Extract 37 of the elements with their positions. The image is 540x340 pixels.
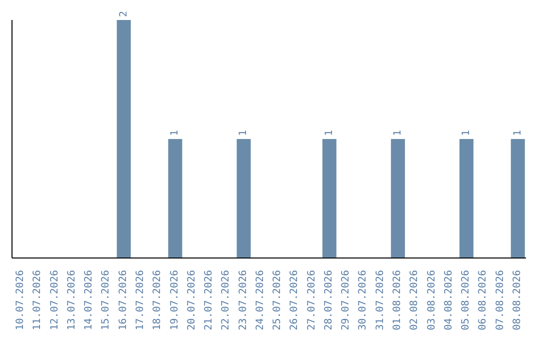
x-tick-label: 03.08.2026 [426,270,438,330]
x-tick-label: 04.08.2026 [443,270,454,330]
x-tick-label: 29.07.2026 [340,270,352,330]
x-tick-label: 22.07.2026 [220,270,232,330]
x-tick-label: 17.07.2026 [135,270,146,330]
x-tick-label: 25.07.2026 [272,270,284,330]
x-tick-label: 28.07.2026 [323,270,334,330]
x-tick-label: 24.07.2026 [254,270,266,330]
data-label: 1 [392,130,404,136]
x-tick-label: 15.07.2026 [100,270,112,330]
data-label: 2 [118,10,130,17]
data-label: 1 [170,130,181,136]
data-label: 1 [460,130,472,136]
data-label: 1 [238,130,250,136]
x-tick-label: 05.08.2026 [460,270,472,330]
x-tick-label: 11.07.2026 [32,270,44,330]
x-tick-label: 30.07.2026 [358,270,369,330]
x-tick-label: 08.08.2026 [512,270,523,330]
x-tick-label: 19.07.2026 [169,270,180,330]
x-tick-label: 14.07.2026 [84,270,95,330]
x-tick-label: 26.07.2026 [289,270,300,330]
x-tick-label: 12.07.2026 [49,270,60,330]
x-tick-label: 06.08.2026 [478,270,489,330]
x-tick-label: 18.07.2026 [152,270,164,330]
x-tick-label: 21.07.2026 [204,270,215,330]
x-tick-label: 31.07.2026 [374,270,386,330]
x-tick-label: 10.07.2026 [15,270,26,330]
x-tick-label: 27.07.2026 [306,270,318,330]
x-tick-label: 01.08.2026 [392,270,403,330]
x-tick-label: 02.08.2026 [409,270,420,330]
data-label: 1 [512,130,524,136]
x-tick-label: 20.07.2026 [186,270,198,330]
data-label: 1 [324,130,335,136]
x-tick-label: 23.07.2026 [238,270,249,330]
x-tick-label: 13.07.2026 [66,270,78,330]
x-tick-label: 07.08.2026 [494,270,506,330]
x-tick-label: 16.07.2026 [118,270,129,330]
